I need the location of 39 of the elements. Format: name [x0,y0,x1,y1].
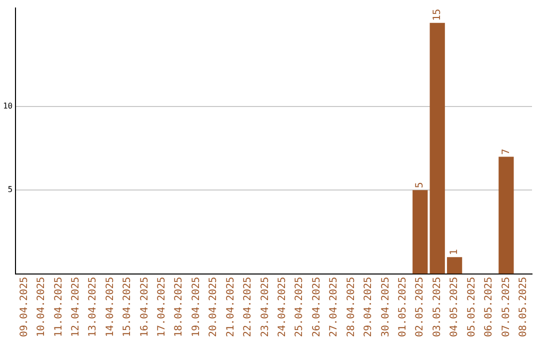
x-tick-label: 28.04.2025 [346,276,357,338]
x-tick-label: 20.04.2025 [208,276,220,338]
data-label: 5 [414,182,426,188]
x-tick-label: 21.04.2025 [225,276,236,338]
x-tick-label: 30.04.2025 [380,276,392,338]
x-tick-label: 09.04.2025 [18,276,30,338]
x-tick-label: 06.05.2025 [484,276,495,338]
x-tick-label: 15.04.2025 [122,276,134,338]
x-tick-label: 13.04.2025 [88,276,99,338]
data-label: 15 [432,8,443,21]
x-tick-label: 25.04.2025 [294,276,306,338]
data-label: 1 [449,249,460,256]
x-tick-label: 27.04.2025 [328,276,340,338]
y-tick-label: 10 [2,102,13,111]
x-tick-label: 19.04.2025 [190,276,202,338]
x-tick-label: 07.05.2025 [500,276,512,338]
x-tick-label: 02.05.2025 [414,276,426,338]
data-label: 7 [500,148,512,155]
x-tick-label: 17.04.2025 [156,276,168,338]
x-tick-label: 03.05.2025 [432,276,443,338]
x-tick-label: 11.04.2025 [53,276,64,338]
x-tick-label: 10.04.2025 [36,276,48,338]
x-tick-label: 26.04.2025 [311,276,322,338]
bar [498,156,514,274]
x-tick-label: 05.05.2025 [466,276,478,338]
bar [430,22,445,274]
x-tick-label: 22.04.2025 [242,276,254,338]
x-tick-label: 01.05.2025 [398,276,408,338]
x-tick-label: 24.04.2025 [277,276,288,338]
x-tick-label: 23.04.2025 [260,276,271,338]
bar [446,257,462,274]
x-tick-label: 14.04.2025 [104,276,116,338]
x-tick-label: 16.04.2025 [139,276,150,338]
x-tick-label: 12.04.2025 [70,276,82,338]
x-tick-label: 04.05.2025 [449,276,460,338]
x-tick-label: 08.05.2025 [518,276,529,338]
x-tick-label: 29.04.2025 [363,276,374,338]
bar [412,190,428,274]
x-tick-label: 18.04.2025 [174,276,185,338]
